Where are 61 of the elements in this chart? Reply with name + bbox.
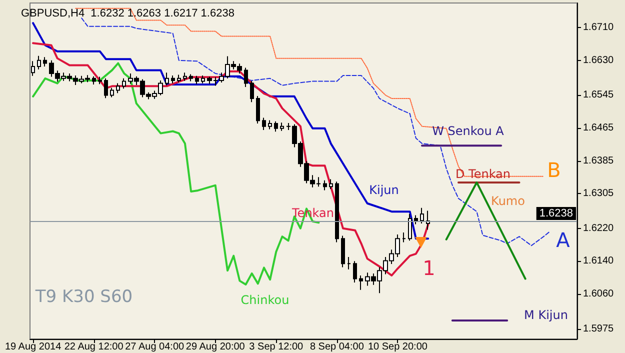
- candlestick: [329, 178, 333, 190]
- annotation: M Kijun: [524, 308, 568, 322]
- candlestick: [335, 181, 339, 243]
- candlestick: [104, 78, 108, 99]
- candlestick: [268, 120, 272, 130]
- ref-line-label: 1.6238: [539, 207, 573, 220]
- candlestick: [195, 75, 199, 85]
- y-tick-label: 1.6465: [583, 122, 614, 134]
- candlestick: [402, 232, 406, 243]
- x-tick-label: 19 Aug 2014: [4, 342, 62, 352]
- candlestick: [165, 72, 169, 86]
- candlestick: [274, 120, 278, 132]
- candlestick: [262, 117, 266, 131]
- candlestick: [256, 96, 260, 124]
- candlestick: [408, 214, 412, 242]
- y-tick-label: 1.6630: [583, 54, 614, 66]
- x-tick-label: 27 Aug 04:00: [125, 342, 184, 352]
- candlestick: [359, 274, 363, 290]
- candlestick: [353, 260, 357, 283]
- candlestick: [201, 75, 205, 84]
- candlestick: [323, 180, 327, 191]
- annotation: W Senkou A: [432, 124, 505, 138]
- candlestick: [280, 122, 284, 132]
- annotation: T9 K30 S60: [34, 287, 133, 307]
- candlestick: [177, 74, 181, 83]
- annotation: Chinkou: [240, 293, 290, 307]
- candlestick: [37, 55, 41, 70]
- annotation: 1: [422, 256, 436, 280]
- x-tick-label: 29 Aug 20:00: [186, 342, 246, 352]
- y-tick-label: 1.6060: [583, 288, 614, 300]
- candlestick: [98, 76, 102, 85]
- annotation: A: [556, 228, 570, 252]
- candlestick: [31, 60, 35, 76]
- x-tick-label: 22 Aug 12:00: [64, 342, 124, 352]
- y-tick-label: 1.6545: [583, 90, 614, 101]
- candlestick: [189, 74, 193, 82]
- y-tick-label: 1.5975: [583, 323, 614, 334]
- x-tick-label: 8 Sep 04:00: [310, 342, 364, 352]
- candlestick: [341, 235, 345, 268]
- x-tick-label: 3 Sep 12:00: [249, 342, 304, 352]
- candlestick: [92, 76, 96, 86]
- y-tick-label: 1.6305: [583, 188, 614, 200]
- candlestick: [171, 75, 175, 84]
- annotation: Kumo: [491, 194, 525, 208]
- y-tick-label: 1.6220: [583, 222, 614, 234]
- candlestick: [110, 87, 114, 98]
- candlestick: [43, 56, 47, 68]
- candlestick: [250, 80, 254, 103]
- x-tick-label: 10 Sep 20:00: [368, 342, 428, 352]
- y-tick-label: 1.6140: [583, 256, 614, 267]
- annotation: Kijun: [369, 183, 399, 197]
- candlestick: [122, 78, 126, 90]
- candlestick: [244, 67, 248, 88]
- candlestick: [414, 214, 418, 225]
- y-tick-label: 1.6710: [583, 22, 614, 34]
- candlestick: [183, 72, 187, 82]
- annotation: B: [547, 158, 561, 182]
- y-tick-label: 1.6385: [583, 155, 614, 166]
- candlestick: [116, 82, 120, 94]
- candlestick: [420, 207, 424, 224]
- candlestick: [347, 256, 351, 270]
